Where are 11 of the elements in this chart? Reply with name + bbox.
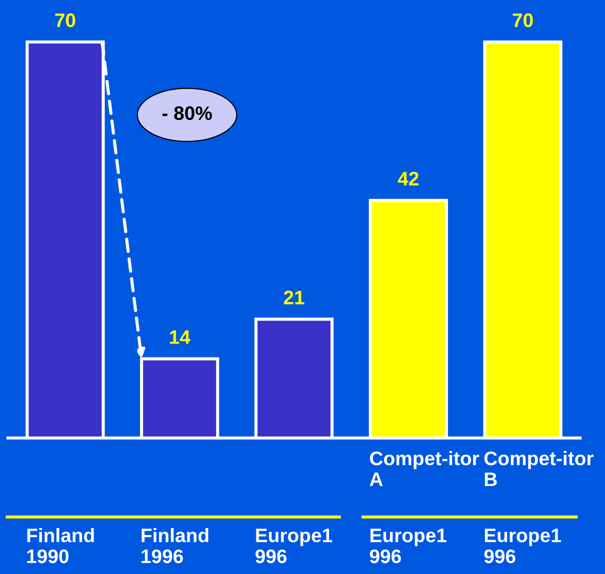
category-label: Compet-itor B Europe1 996 xyxy=(484,451,594,564)
data-label: 70 xyxy=(55,13,76,28)
data-label: 21 xyxy=(284,290,304,304)
x-tick-label: Europe1 996 xyxy=(255,528,332,564)
x-tick-label: Finland 1990 xyxy=(27,528,94,564)
data-label: 70 xyxy=(512,13,533,28)
data-label: 42 xyxy=(398,172,418,186)
data-label: 14 xyxy=(170,330,190,344)
annotation: - 80% xyxy=(162,106,212,120)
x-tick-label: Finland 1996 xyxy=(142,528,208,564)
category-label: Compet-itor A Europe1 996 xyxy=(370,451,480,564)
